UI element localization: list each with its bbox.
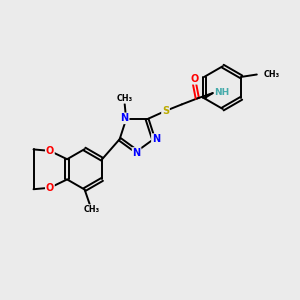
Text: O: O xyxy=(190,74,199,84)
Text: CH₃: CH₃ xyxy=(117,94,133,103)
Text: S: S xyxy=(162,106,169,116)
Text: N: N xyxy=(152,134,160,144)
Text: O: O xyxy=(46,146,54,156)
Text: N: N xyxy=(133,148,141,158)
Text: CH₃: CH₃ xyxy=(83,205,100,214)
Text: N: N xyxy=(121,113,129,123)
Text: O: O xyxy=(46,183,54,193)
Text: NH: NH xyxy=(214,88,230,97)
Text: CH₃: CH₃ xyxy=(263,70,280,79)
